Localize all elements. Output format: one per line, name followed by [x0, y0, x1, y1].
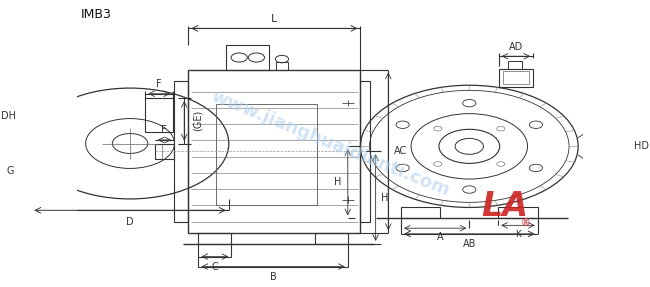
Bar [145, 98, 173, 132]
Bar [361, 81, 370, 222]
Text: L: L [271, 14, 278, 24]
Text: AD: AD [509, 42, 523, 52]
Text: AC: AC [395, 146, 408, 156]
Text: (GE): (GE) [192, 110, 202, 131]
Text: IMB3: IMB3 [81, 9, 112, 22]
Text: G: G [6, 166, 14, 176]
Bar [499, 69, 533, 87]
Bar [188, 70, 361, 233]
Text: A: A [437, 232, 443, 242]
Bar [498, 208, 538, 218]
Bar [508, 61, 522, 69]
Text: AB: AB [463, 239, 476, 249]
Bar [226, 45, 269, 70]
Bar [174, 81, 188, 222]
Bar [502, 71, 529, 84]
Text: www.jianghuaidianti.com: www.jianghuaidianti.com [208, 87, 452, 200]
Bar [216, 104, 317, 205]
Bar [276, 63, 287, 70]
Bar [155, 144, 174, 159]
Text: K: K [515, 230, 521, 238]
Text: ®: ® [520, 218, 530, 228]
Text: LA: LA [481, 189, 528, 222]
Text: H: H [334, 177, 342, 187]
Bar [198, 233, 231, 244]
Text: B: B [270, 272, 276, 282]
Bar [401, 208, 441, 218]
Text: H: H [381, 193, 388, 203]
Text: D: D [126, 217, 134, 227]
Text: DH: DH [1, 111, 16, 121]
Text: F: F [157, 79, 162, 90]
Text: HD: HD [634, 141, 649, 151]
Text: C: C [211, 262, 218, 272]
Bar [315, 233, 348, 244]
Text: E: E [161, 125, 168, 135]
